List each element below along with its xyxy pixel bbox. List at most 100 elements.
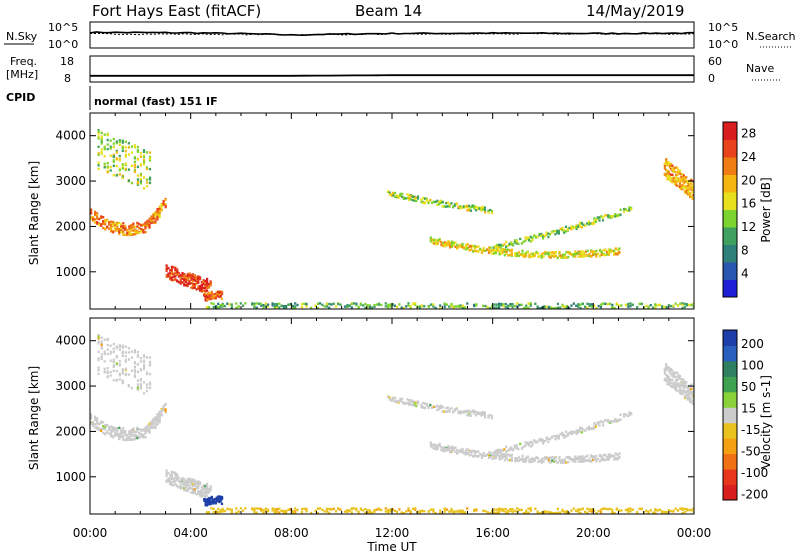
velocity-cell (668, 368, 671, 371)
power-cell (575, 224, 578, 227)
velocity-cell (525, 509, 528, 512)
velocity-cell (509, 508, 512, 511)
power-cell (683, 305, 686, 309)
power-cell (124, 167, 127, 171)
power-cell (661, 305, 664, 308)
velocity-cell (671, 378, 674, 381)
power-cell (486, 306, 489, 309)
velocity-cell (353, 507, 356, 510)
power-cell (590, 250, 593, 253)
velocity-cell (120, 432, 123, 435)
velocity-cell (652, 511, 655, 514)
velocity-cell (195, 493, 198, 496)
velocity-cell (172, 480, 175, 483)
velocity-cell (124, 367, 127, 370)
power-cell (571, 226, 575, 230)
velocity-cell (668, 371, 671, 374)
velocity-cell (409, 400, 413, 403)
power-cell (206, 279, 209, 282)
velocity-cell (145, 356, 149, 359)
velocity-cell (102, 425, 105, 428)
power-cell (118, 227, 121, 231)
power-cell (459, 243, 462, 247)
power-cell (676, 173, 679, 176)
power-cell (677, 179, 680, 182)
velocity-cell (459, 412, 462, 415)
power-cell (450, 202, 453, 205)
power-cell (186, 279, 189, 282)
velocity-cell (152, 422, 155, 425)
power-cell (130, 229, 133, 232)
power-cell (450, 304, 453, 308)
cpid-value: normal (fast) 151 IF (94, 95, 218, 108)
velocity-cell (262, 509, 265, 512)
power-cell (146, 219, 149, 223)
velocity-cell (579, 455, 582, 459)
velocity-cell (518, 508, 521, 512)
power-cell (586, 306, 589, 309)
velocity-cell (106, 424, 109, 427)
velocity-cell (595, 460, 598, 463)
power-cell (677, 169, 680, 172)
velocity-cell (498, 511, 501, 514)
power-cell (429, 236, 432, 239)
velocity-cell (670, 367, 673, 371)
velocity-cell (124, 372, 127, 376)
velocity-cell (325, 507, 328, 511)
velocity-cell (197, 482, 200, 485)
velocity-cell (148, 360, 152, 364)
power-cell (221, 302, 224, 306)
power-cell (148, 167, 152, 171)
velocity-cell (423, 510, 426, 513)
power-cell (186, 282, 189, 285)
velocity-cell (542, 440, 545, 443)
velocity-cell (691, 392, 694, 395)
velocity-cell (498, 457, 501, 460)
power-cell (391, 303, 394, 306)
power-cell (400, 306, 403, 309)
power-cell (677, 177, 680, 180)
velocity-cell (115, 356, 118, 359)
power-cell (193, 284, 196, 288)
velocity-cell (661, 510, 664, 513)
velocity-cell (200, 486, 203, 489)
power-cell (128, 231, 131, 234)
power-cell (442, 241, 445, 245)
velocity-cell (154, 416, 157, 420)
velocity-cell (590, 455, 593, 458)
power-cell (549, 251, 552, 254)
velocity-cell (591, 456, 594, 460)
velocity-cell (128, 430, 131, 433)
power-cell (544, 252, 547, 256)
velocity-cell (193, 488, 196, 491)
power-cell (92, 216, 95, 219)
power-cell (600, 250, 603, 253)
velocity-cell (689, 400, 692, 404)
power-cell (97, 130, 100, 133)
velocity-cell (667, 366, 670, 369)
power-cell (547, 235, 550, 239)
velocity-cell (100, 347, 103, 350)
colorbar-tick: 200 (741, 337, 764, 351)
velocity-cell (350, 511, 353, 514)
power-cell (577, 250, 580, 253)
velocity-cell (593, 455, 596, 458)
velocity-cell (556, 511, 559, 514)
power-cell (92, 219, 95, 222)
power-cell (432, 303, 435, 306)
velocity-cell (547, 460, 550, 463)
velocity-cell (134, 437, 137, 441)
velocity-cell (638, 507, 641, 511)
velocity-cell (179, 481, 182, 484)
velocity-cell (278, 507, 281, 510)
velocity-cell (132, 434, 135, 437)
velocity-cell (207, 487, 210, 491)
power-cell (630, 208, 633, 211)
velocity-cell (678, 391, 682, 395)
power-cell (439, 201, 442, 205)
velocity-cell (414, 508, 417, 511)
power-cell (567, 255, 570, 259)
velocity-cell (666, 368, 669, 372)
velocity-cell (665, 363, 668, 366)
velocity-cell (209, 501, 212, 504)
